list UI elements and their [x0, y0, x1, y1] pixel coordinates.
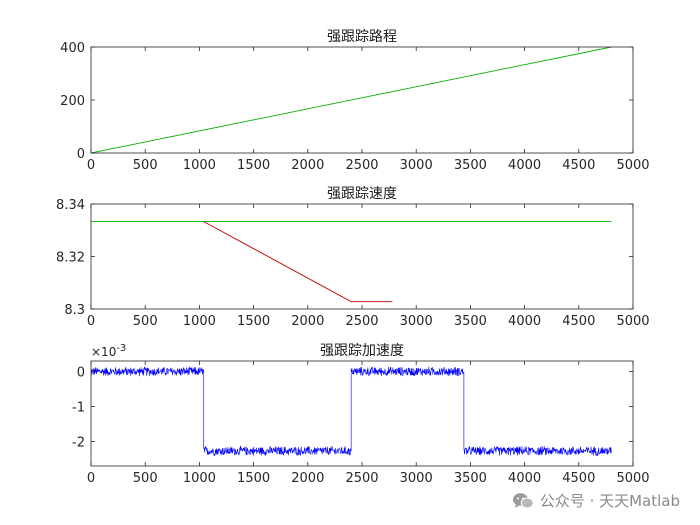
series-group	[91, 47, 612, 153]
y-tick-label: 8.3	[64, 303, 85, 318]
acceleration-axes: 0 500 1000 1500 2000 2500 3000 3500 4000 4500 5000…	[72, 343, 650, 486]
chart-title: 强跟踪路程	[327, 29, 397, 45]
watermark: 公众号 · 天天Matlab	[512, 490, 680, 511]
x-tick-label: 2000	[291, 158, 324, 173]
x-tick-label: 5000	[616, 314, 649, 329]
x-tick-label: 1500	[237, 471, 270, 486]
series-group	[91, 221, 612, 303]
y-tick-label: 200	[60, 94, 85, 109]
x-tick-label: 2500	[345, 158, 378, 173]
x-tick-label: 2500	[345, 314, 378, 329]
wechat-icon	[512, 492, 534, 508]
x-tick-label: 4000	[508, 314, 541, 329]
x-tick-label: 3500	[454, 314, 487, 329]
x-tick-label: 4500	[562, 158, 595, 173]
plot-area	[91, 204, 633, 309]
x-tick-label: 4500	[562, 314, 595, 329]
series-line-0	[91, 47, 612, 153]
x-tick-label: 500	[133, 314, 158, 329]
x-tick-label: 1000	[183, 158, 216, 173]
x-tick-label: 4500	[562, 471, 595, 486]
distance-axes: 0 500 1000 1500 2000 2500 3000 3500 4000 4500 5000…	[60, 29, 649, 173]
y-tick-label: 8.34	[56, 198, 85, 213]
x-tick-label: 1000	[183, 314, 216, 329]
acceleration-series-line	[91, 366, 612, 457]
chart-title: 强跟踪速度	[327, 186, 397, 202]
x-tick-label: 2000	[291, 471, 324, 486]
plot-area	[91, 47, 633, 153]
y-axis-exponent: ×10-3	[91, 343, 126, 359]
y-tick-label: -2	[72, 436, 85, 451]
watermark-text: 公众号 · 天天Matlab	[539, 492, 680, 510]
x-tick-label: 4000	[508, 471, 541, 486]
y-tick-label: 8.32	[56, 251, 85, 266]
x-tick-label: 1500	[237, 314, 270, 329]
x-tick-label: 1000	[183, 471, 216, 486]
y-tick-label: 400	[60, 41, 85, 56]
series-group	[91, 366, 612, 457]
plot-area	[91, 361, 633, 466]
x-tick-label: 3000	[400, 314, 433, 329]
x-tick-label: 3500	[454, 158, 487, 173]
x-tick-label: 500	[133, 158, 158, 173]
x-tick-label: 5000	[616, 471, 649, 486]
x-tick-label: 0	[87, 158, 95, 173]
x-tick-label: 2000	[291, 314, 324, 329]
y-tick-label: 0	[77, 147, 85, 162]
x-tick-label: 2500	[345, 471, 378, 486]
x-tick-label: 4000	[508, 158, 541, 173]
x-tick-label: 1500	[237, 158, 270, 173]
series-line-1	[203, 221, 393, 303]
x-tick-label: 5000	[616, 158, 649, 173]
x-tick-label: 3000	[400, 158, 433, 173]
x-tick-label: 500	[133, 471, 158, 486]
x-tick-label: 0	[87, 471, 95, 486]
y-tick-label: 0	[77, 366, 85, 381]
x-tick-label: 3000	[400, 471, 433, 486]
velocity-axes: 0 500 1000 1500 2000 2500 3000 3500 4000 4500 5000…	[56, 186, 650, 329]
y-tick-label: -1	[72, 401, 85, 416]
x-tick-label: 0	[87, 314, 95, 329]
chart-title: 强跟踪加速度	[320, 343, 404, 359]
x-tick-label: 3500	[454, 471, 487, 486]
